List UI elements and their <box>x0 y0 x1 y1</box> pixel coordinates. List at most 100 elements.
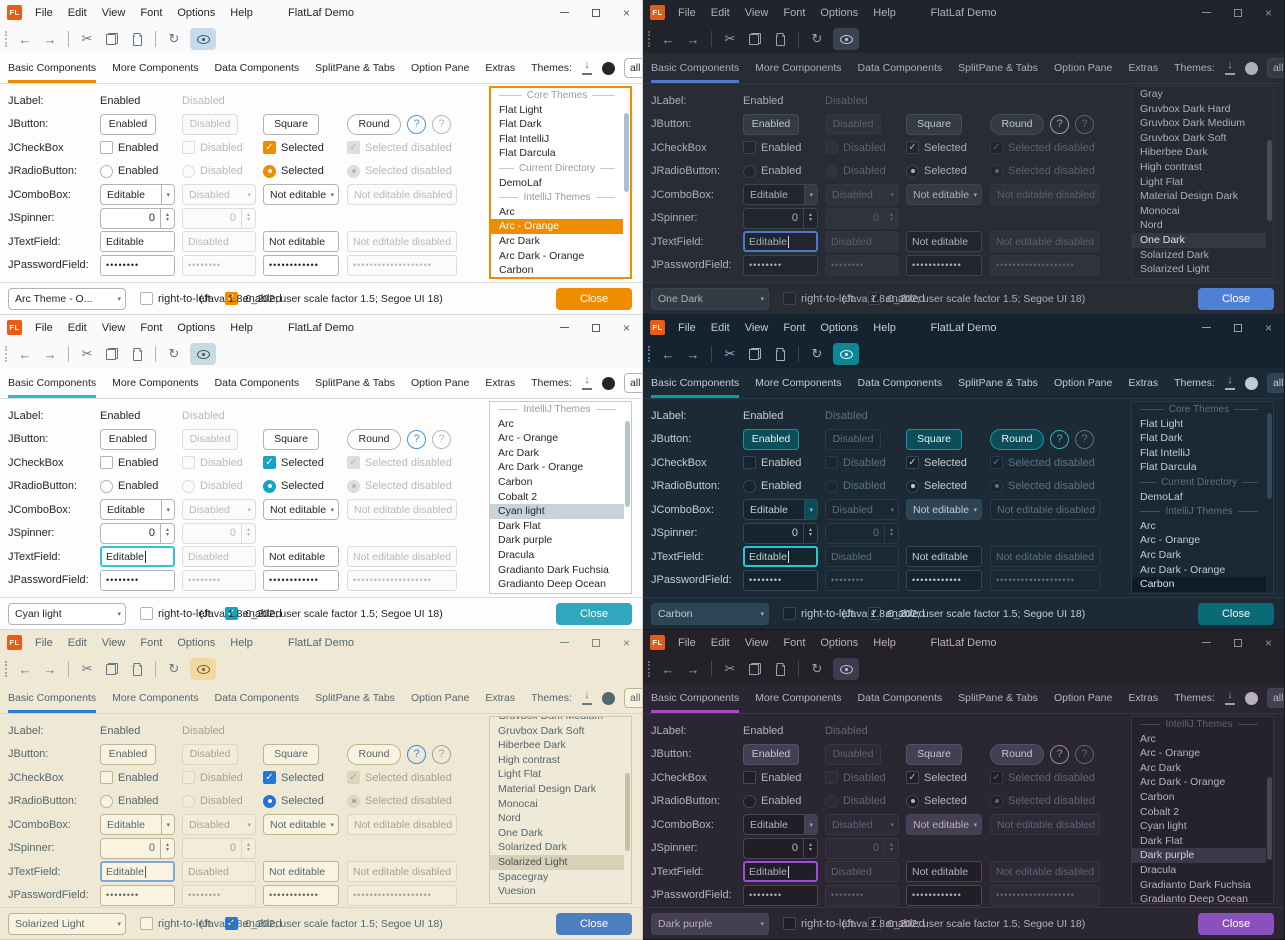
theme-filter-combo[interactable]: all▾ <box>623 373 642 393</box>
tab-more-components[interactable]: More Components <box>755 377 842 389</box>
spinner-arrows-icon[interactable]: ▴ ▾ <box>803 523 817 543</box>
jbutton-enabled[interactable]: Enabled <box>743 428 799 450</box>
theme-list-item[interactable]: Gruvbox Dark Medium <box>490 717 624 724</box>
spinner-enabled[interactable]: 0 ▴ ▾ <box>100 837 175 859</box>
textfield-editable[interactable]: Editable <box>743 861 818 883</box>
rtl-checkbox[interactable]: right-to-left <box>140 607 211 620</box>
radio-selected[interactable]: Selected <box>263 164 324 178</box>
jbutton-square[interactable]: Square <box>906 428 962 450</box>
show-hover-toggle[interactable] <box>190 658 216 680</box>
menu-options[interactable]: Options <box>177 321 216 334</box>
back-button[interactable]: ← <box>18 661 32 677</box>
close-window-button[interactable]: × <box>1264 320 1272 335</box>
combobox-not-editable[interactable]: Not editable ▾ <box>263 499 339 521</box>
close-window-button[interactable]: × <box>622 320 630 335</box>
theme-list-item[interactable]: Arc <box>1140 732 1156 745</box>
minimize-button[interactable] <box>549 315 580 340</box>
enabled-checkbox[interactable]: ✓ enabled <box>867 292 925 305</box>
spinner-enabled[interactable]: 0 ▴ ▾ <box>743 522 818 544</box>
theme-select-combo[interactable]: One Dark ▾ <box>651 287 769 310</box>
radio-selected[interactable]: Selected <box>906 794 967 808</box>
theme-select-combo[interactable]: Dark purple ▾ <box>651 912 769 935</box>
jbutton-enabled[interactable]: Enabled <box>100 743 156 765</box>
checkbox-selected[interactable]: ✓ Selected <box>263 141 324 155</box>
theme-list-item[interactable]: Arc Dark - Orange <box>1140 563 1226 576</box>
help-button[interactable]: ? <box>1050 114 1069 134</box>
combobox-editable[interactable]: Editable ▾ <box>100 184 175 206</box>
copy-button[interactable] <box>101 343 123 365</box>
theme-list-item[interactable]: Flat Darcula <box>499 147 556 160</box>
forward-button[interactable]: → <box>43 661 57 677</box>
paste-button[interactable] <box>769 658 791 680</box>
spinner-enabled[interactable]: 0 ▴ ▾ <box>743 207 818 229</box>
theme-filter-combo[interactable]: all▾ <box>1266 373 1284 393</box>
textfield-not-editable[interactable]: Not editable <box>263 546 339 568</box>
tab-data-components[interactable]: Data Components <box>857 62 943 74</box>
jbutton-round[interactable]: Round <box>990 743 1044 765</box>
spinner-arrows-icon[interactable]: ▴ ▾ <box>803 838 817 858</box>
theme-list-item[interactable]: Arc - Orange <box>1140 534 1201 547</box>
radio-enabled[interactable]: Enabled <box>100 794 158 808</box>
themes-scrollbar[interactable] <box>623 88 630 277</box>
jbutton-round[interactable]: Round <box>347 428 401 450</box>
tab-more-components[interactable]: More Components <box>112 62 199 74</box>
menu-font[interactable]: Font <box>783 636 806 649</box>
toolbar-grip[interactable] <box>648 661 651 677</box>
menu-file[interactable]: File <box>35 636 53 649</box>
help-button[interactable]: ? <box>1050 744 1069 764</box>
paste-button[interactable] <box>769 28 791 50</box>
cut-button[interactable]: ✂ <box>81 346 93 361</box>
close-button[interactable]: Close <box>1198 912 1274 935</box>
github-icon[interactable] <box>1244 376 1258 390</box>
menu-font[interactable]: Font <box>140 321 163 334</box>
close-button[interactable]: Close <box>1198 287 1274 310</box>
tab-option-pane[interactable]: Option Pane <box>410 692 470 704</box>
themes-scrollbar-thumb[interactable] <box>1267 776 1272 861</box>
maximize-button[interactable] <box>1222 630 1253 655</box>
back-button[interactable]: ← <box>18 31 32 47</box>
tab-option-pane[interactable]: Option Pane <box>410 377 470 389</box>
theme-filter-combo[interactable]: all▾ <box>623 58 642 78</box>
tab-option-pane[interactable]: Option Pane <box>1053 692 1113 704</box>
theme-list-item[interactable]: Flat Darcula <box>1140 461 1197 474</box>
theme-list-item[interactable]: Gradianto Deep Ocean <box>498 578 606 591</box>
copy-button[interactable] <box>744 343 766 365</box>
checkbox-enabled[interactable]: Enabled <box>743 456 801 470</box>
help-button[interactable]: ? <box>407 429 426 449</box>
theme-list-item[interactable]: Gruvbox Dark Hard <box>1140 102 1231 115</box>
theme-list-item[interactable]: Solarized Dark <box>1140 248 1209 261</box>
spinner-enabled[interactable]: 0 ▴ ▾ <box>743 837 818 859</box>
enabled-checkbox[interactable]: ✓ enabled <box>867 607 925 620</box>
theme-list-item[interactable]: Gruvbox Dark Medium <box>1140 117 1246 130</box>
maximize-button[interactable] <box>1222 0 1253 25</box>
jbutton-square[interactable]: Square <box>263 743 319 765</box>
checkbox-selected[interactable]: ✓ Selected <box>906 771 967 785</box>
tab-more-components[interactable]: More Components <box>755 692 842 704</box>
jbutton-enabled[interactable]: Enabled <box>100 113 156 135</box>
menu-view[interactable]: View <box>101 636 126 649</box>
theme-list-item[interactable]: Cyan light <box>1140 820 1187 833</box>
checkbox-selected[interactable]: ✓ Selected <box>263 456 324 470</box>
close-button[interactable]: Close <box>556 602 632 625</box>
tab-basic-components[interactable]: Basic Components <box>651 53 740 83</box>
themes-scrollbar[interactable] <box>624 717 631 903</box>
theme-list-item[interactable]: One Dark <box>498 826 543 839</box>
theme-list-item[interactable]: Arc <box>1140 519 1156 532</box>
theme-list-item[interactable]: Carbon <box>1132 577 1266 592</box>
passwordfield-not-editable[interactable]: •••••••••••• <box>263 569 339 591</box>
jbutton-square[interactable]: Square <box>263 113 319 135</box>
themes-scrollbar-thumb[interactable] <box>1267 140 1272 221</box>
refresh-button[interactable]: ↻ <box>168 346 180 361</box>
spinner-arrows-icon[interactable]: ▴ ▾ <box>160 208 174 228</box>
github-icon[interactable] <box>601 376 615 390</box>
tab-more-components[interactable]: More Components <box>755 62 842 74</box>
cut-button[interactable]: ✂ <box>724 661 736 676</box>
menu-view[interactable]: View <box>744 636 769 649</box>
theme-list-item[interactable]: Arc Dark - Orange <box>1140 776 1226 789</box>
toolbar-grip[interactable] <box>5 346 8 362</box>
back-button[interactable]: ← <box>661 661 675 677</box>
passwordfield-not-editable[interactable]: •••••••••••• <box>906 254 982 276</box>
combobox-not-editable[interactable]: Not editable ▾ <box>906 499 982 521</box>
help-button[interactable]: ? <box>407 114 426 134</box>
download-icon[interactable] <box>581 62 593 75</box>
